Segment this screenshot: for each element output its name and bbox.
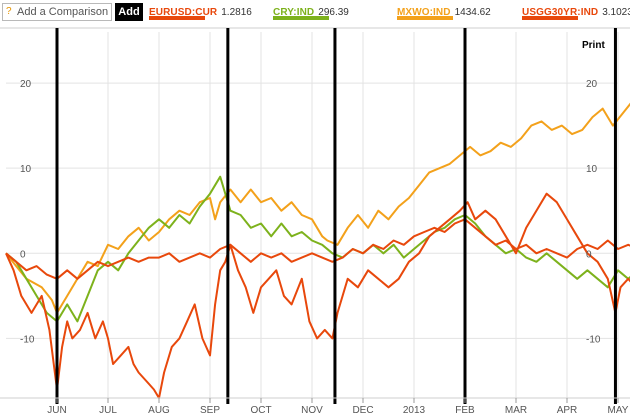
x-tick-label: 2013	[403, 405, 426, 416]
series-line-usgg30yr	[5, 192, 630, 399]
add-button[interactable]: Add	[115, 3, 143, 21]
y-tick-label-left: 20	[20, 79, 32, 90]
y-tick-label-left: -10	[20, 334, 35, 345]
legend-name: USGG30YR:IND	[522, 7, 599, 18]
x-tick-label: MAY	[608, 405, 629, 416]
legend-name: MXWO:IND	[397, 7, 451, 18]
x-tick-label: FEB	[455, 405, 475, 416]
x-tick-label: JUL	[99, 405, 117, 416]
legend-value: 3.1023	[602, 7, 630, 18]
legend-swatch	[397, 16, 453, 20]
y-tick-label-left: 10	[20, 164, 32, 175]
x-tick-label: APR	[557, 405, 578, 416]
legend-item-eurusd[interactable]: EURUSD:CUR 1.2816	[149, 2, 252, 22]
add-comparison-input[interactable]	[17, 5, 109, 19]
y-tick-label-right: 20	[586, 79, 598, 90]
series-line-eurusd	[5, 218, 630, 280]
legend-name: CRY:IND	[273, 7, 315, 18]
legend-swatch	[149, 16, 205, 20]
legend-item-mxwo[interactable]: MXWO:IND 1434.62	[397, 2, 491, 22]
series-line-mxwo	[5, 102, 630, 314]
y-tick-label-right: -10	[586, 334, 601, 345]
series-line-cry	[5, 175, 630, 323]
print-button[interactable]: Print	[582, 40, 605, 51]
legend-value: 1434.62	[454, 7, 491, 18]
x-tick-label: NOV	[301, 405, 323, 416]
x-tick-label: DEC	[352, 405, 373, 416]
compare-search-box[interactable]: ?	[2, 3, 112, 21]
legend-value: 296.39	[318, 7, 349, 18]
x-tick-label: MAR	[505, 405, 527, 416]
legend-swatch	[522, 16, 578, 20]
x-tick-label: SEP	[200, 405, 220, 416]
legend-name: EURUSD:CUR	[149, 7, 218, 18]
x-tick-label: OCT	[250, 405, 271, 416]
legend-item-usgg30yr[interactable]: USGG30YR:IND 3.1023	[522, 2, 630, 22]
x-tick-label: JUN	[47, 405, 66, 416]
legend-value: 1.2816	[221, 7, 252, 18]
y-tick-label-left: 0	[20, 249, 26, 260]
y-tick-label-right: 0	[586, 249, 592, 260]
x-tick-label: AUG	[148, 405, 170, 416]
legend-item-cry[interactable]: CRY:IND 296.39	[273, 2, 349, 22]
help-icon[interactable]: ?	[6, 6, 12, 17]
y-tick-label-right: 10	[586, 164, 598, 175]
legend-swatch	[273, 16, 329, 20]
